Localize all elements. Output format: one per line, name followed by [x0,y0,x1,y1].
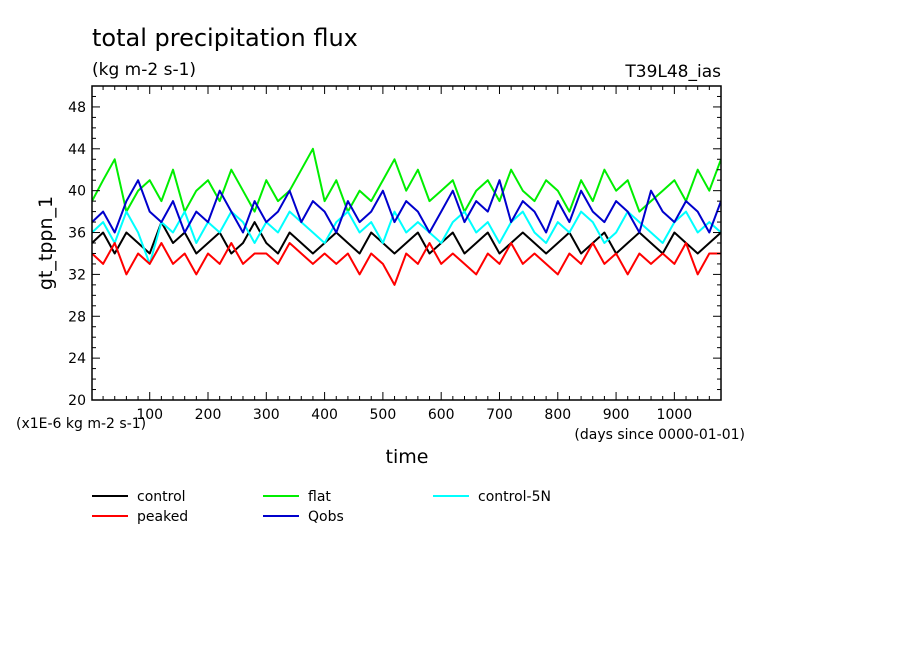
series-line-flat [92,147,721,213]
experiment-label: T39L48_ias [624,62,721,82]
x-tick-label: 500 [370,407,397,423]
chart-title: total precipitation flux [92,24,358,52]
y-tick-label: 44 [68,142,86,158]
y-tick-label: 36 [68,226,86,242]
y-tick-label: 24 [68,351,86,367]
legend-label: flat [308,489,331,505]
series-line-peaked [92,242,721,286]
y-tick-label: 48 [68,100,86,116]
legend-label: peaked [137,509,188,525]
y-tick-label: 40 [68,184,86,200]
legend-label: control [137,489,186,505]
y-tick-label: 32 [68,267,86,283]
x-tick-label: 300 [253,407,280,423]
legend-label: Qobs [308,509,344,525]
series-line-qobs [92,179,721,234]
x-tick-label: 600 [428,407,455,423]
series-line-control [92,221,721,255]
x-tick-label: 400 [311,407,338,423]
y-scale-note: (x1E-6 kg m-2 s-1) [16,416,146,432]
series-layer [92,147,721,286]
plot-area [91,85,722,401]
x-tick-label: 1000 [657,407,693,423]
x-axis: 100 200 300 400 500 600 700 800 900 1000 [102,86,722,423]
x-tick-label: 700 [486,407,513,423]
y-tick-label: 20 [68,393,86,409]
x-tick-label: 800 [544,407,571,423]
x-axis-label: time [386,446,429,468]
legend: control flat control-5N peaked Qobs [92,489,551,525]
x-tick-label: 900 [603,407,630,423]
x-tick-label: 100 [136,407,163,423]
chart-units: (kg m-2 s-1) [92,60,196,80]
legend-label: control-5N [478,489,551,505]
series-line-control-5n [92,210,721,265]
x-units-note: (days since 0000-01-01) [574,427,745,443]
y-axis: 20 24 28 32 36 40 44 48 [68,85,721,409]
x-tick-label: 200 [195,407,222,423]
y-tick-label: 28 [68,309,86,325]
y-axis-label: gt_tppn_1 [35,196,57,290]
